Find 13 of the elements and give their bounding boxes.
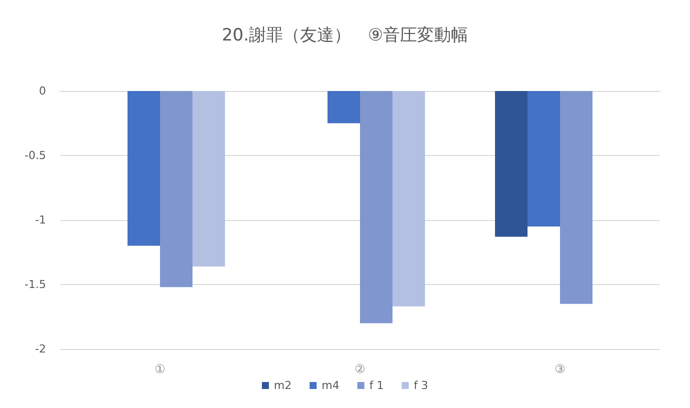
chart-title: 20.謝罪（友達） ⑨音圧変動幅 <box>222 26 468 46</box>
y-tick-label: 0 <box>39 84 46 98</box>
legend-label: f 3 <box>414 379 428 392</box>
x-tick-label: ② <box>354 362 366 376</box>
x-tick-label: ① <box>154 362 166 376</box>
legend-label: m4 <box>322 379 340 392</box>
y-tick-label: -0.5 <box>24 149 46 162</box>
legend-label: m2 <box>274 379 292 392</box>
x-tick-label: ③ <box>554 362 566 376</box>
legend-label: f 1 <box>369 379 384 392</box>
y-tick-label: -1.5 <box>24 278 46 291</box>
y-tick-label: -2 <box>35 342 46 356</box>
y-tick-label: -1 <box>35 214 46 226</box>
